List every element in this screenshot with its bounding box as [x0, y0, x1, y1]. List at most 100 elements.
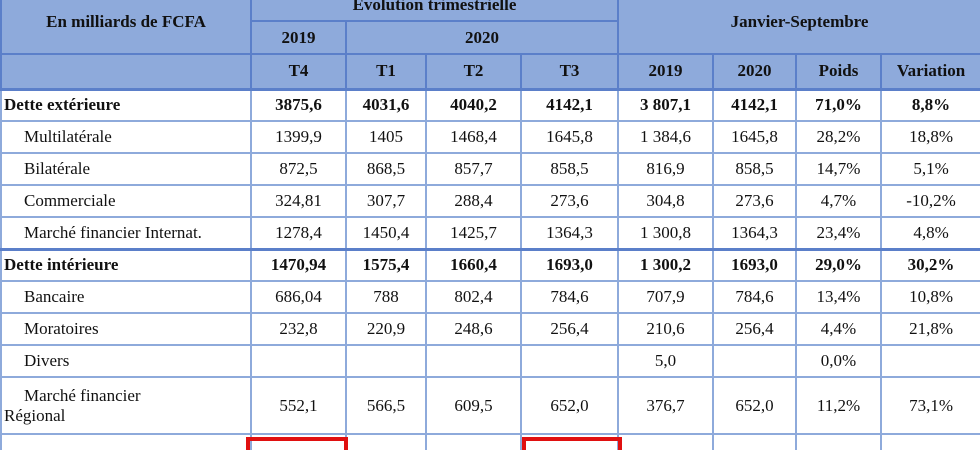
cell: 8,8% — [880, 87, 980, 122]
cell: 3875,6 — [250, 87, 347, 122]
row-label: Marché financier Internat. — [0, 216, 252, 250]
column-header: 2020 — [712, 53, 798, 90]
cell: 858,5 — [519, 152, 620, 186]
period-header: Janvier-Septembre — [617, 0, 980, 55]
cell: 707,9 — [617, 280, 715, 314]
cell: 857,7 — [425, 152, 522, 186]
cell — [425, 433, 522, 450]
cell: 232,8 — [250, 312, 347, 346]
cell: 1 300,2 — [617, 247, 715, 282]
cell: 210,6 — [617, 312, 715, 346]
cell — [250, 344, 347, 378]
cell: 609,5 — [425, 376, 522, 435]
cell: 868,5 — [345, 152, 427, 186]
cell: 1470,94 — [250, 247, 347, 282]
cell: 1278,4 — [250, 216, 347, 250]
cell: 28,2% — [795, 120, 883, 154]
cell: 3 807,1 — [617, 87, 715, 122]
cell: 552,1 — [250, 376, 347, 435]
column-header: T2 — [425, 53, 522, 90]
row-label: Commerciale — [0, 184, 252, 218]
cell: 652,0 — [519, 376, 620, 435]
cell: 686,04 — [250, 280, 347, 314]
cell: 21,8% — [880, 312, 980, 346]
column-header: Poids — [795, 53, 883, 90]
cell: 13,4% — [795, 280, 883, 314]
cell: 1364,3 — [519, 216, 620, 250]
cell: 288,4 — [425, 184, 522, 218]
highlight-box — [246, 437, 348, 450]
cell: 816,9 — [617, 152, 715, 186]
cell: 1693,0 — [519, 247, 620, 282]
cell: 273,6 — [519, 184, 620, 218]
cell: -10,2% — [880, 184, 980, 218]
cell: 18,8% — [880, 120, 980, 154]
column-header: T3 — [519, 53, 620, 90]
column-header: 2019 — [617, 53, 715, 90]
cell: 4031,6 — [345, 87, 427, 122]
cell: 4040,2 — [425, 87, 522, 122]
row-label: Multilatérale — [0, 120, 252, 154]
cell: 10,8% — [880, 280, 980, 314]
row-label: Divers — [0, 344, 252, 378]
cell: 29,0% — [795, 247, 883, 282]
cell: 71,0% — [795, 87, 883, 122]
blank-header — [0, 53, 252, 90]
row-label-header: En milliards de FCFA — [0, 0, 252, 55]
table-row: Dette intérieure 1470,94 1575,4 1660,4 1693,… — [0, 247, 980, 282]
cell: 1645,8 — [519, 120, 620, 154]
cell: 1405 — [345, 120, 427, 154]
cell: 1450,4 — [345, 216, 427, 250]
table-row: Commerciale 324,81 307,7 288,4 273,6 304,8 273… — [0, 184, 980, 218]
row-label: Marché financier Régional — [0, 376, 252, 435]
cell — [795, 433, 883, 450]
table-row: Bancaire 686,04 788 802,4 784,6 707,9 784,6 13,… — [0, 280, 980, 314]
cell: 784,6 — [519, 280, 620, 314]
cell: 858,5 — [712, 152, 798, 186]
table-row: Divers 5,0 0,0% — [0, 344, 980, 378]
cell — [712, 344, 798, 378]
cell — [617, 433, 715, 450]
row-label: Bilatérale — [0, 152, 252, 186]
cell — [345, 344, 427, 378]
cell: 4,4% — [795, 312, 883, 346]
table-row: Marché financier Internat. 1278,4 1450,4 14… — [0, 216, 980, 250]
cell: 304,8 — [617, 184, 715, 218]
cell: 1425,7 — [425, 216, 522, 250]
cell — [519, 344, 620, 378]
cell — [712, 433, 798, 450]
year-header: 2020 — [344, 20, 620, 55]
cell: 872,5 — [250, 152, 347, 186]
year-header: 2019 — [250, 20, 347, 55]
cell: 1364,3 — [712, 216, 798, 250]
column-header: T1 — [345, 53, 427, 90]
cell: 1 384,6 — [617, 120, 715, 154]
cell: 256,4 — [712, 312, 798, 346]
cell: 652,0 — [712, 376, 798, 435]
cell — [0, 433, 252, 450]
cell: 4,8% — [880, 216, 980, 250]
cell: 1399,9 — [250, 120, 347, 154]
cell — [880, 344, 980, 378]
cell: 1660,4 — [425, 247, 522, 282]
cell: 256,4 — [519, 312, 620, 346]
cell: 376,7 — [617, 376, 715, 435]
cell: 4142,1 — [519, 87, 620, 122]
cell — [880, 433, 980, 450]
table-row: Moratoires 232,8 220,9 248,6 256,4 210,6 256,4… — [0, 312, 980, 346]
table-row — [0, 433, 980, 450]
cell: 1 300,8 — [617, 216, 715, 250]
cell: 5,0 — [617, 344, 715, 378]
column-header: Variation — [880, 53, 980, 90]
cell: 566,5 — [345, 376, 427, 435]
cell: 4142,1 — [712, 87, 798, 122]
row-label: Moratoires — [0, 312, 252, 346]
cell: 23,4% — [795, 216, 883, 250]
cell: 4,7% — [795, 184, 883, 218]
cell: 73,1% — [880, 376, 980, 435]
cell: 1575,4 — [345, 247, 427, 282]
cell: 30,2% — [880, 247, 980, 282]
cell: 324,81 — [250, 184, 347, 218]
column-header: T4 — [250, 53, 347, 90]
